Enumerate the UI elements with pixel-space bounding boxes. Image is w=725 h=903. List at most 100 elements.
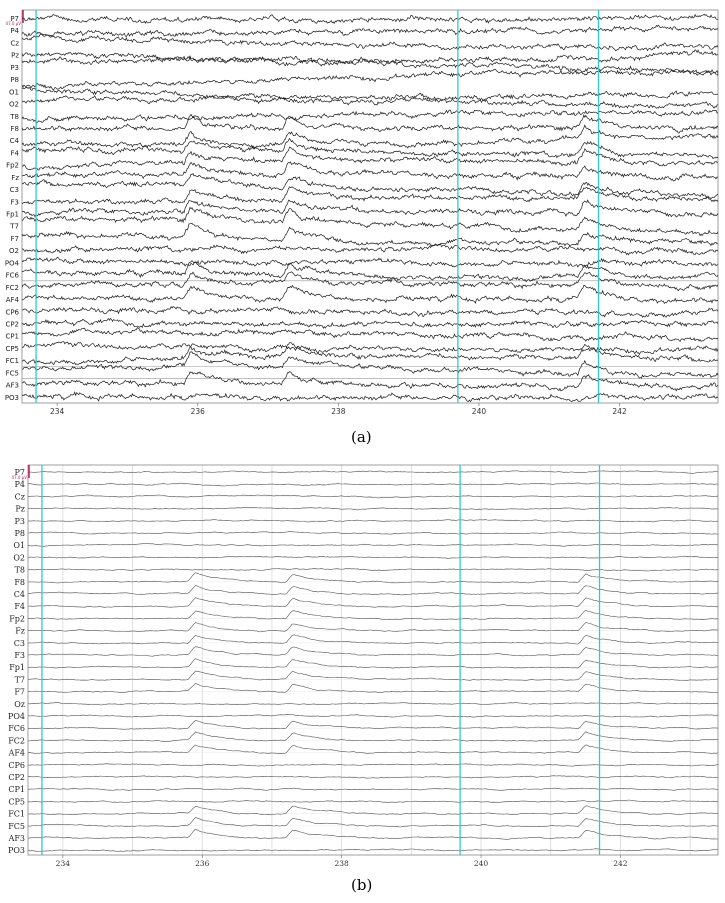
channel-label: PO3 bbox=[8, 846, 25, 855]
trace-FC5 bbox=[27, 817, 719, 828]
channel-label: PO4 bbox=[5, 259, 20, 267]
channel-label: C4 bbox=[14, 590, 25, 599]
trace-C3 bbox=[21, 173, 719, 200]
channel-label: CP2 bbox=[8, 773, 25, 782]
trace-CP1 bbox=[21, 327, 719, 342]
channel-label: T7 bbox=[15, 675, 25, 684]
trace-PO4 bbox=[27, 714, 719, 718]
channel-label: CP6 bbox=[8, 761, 25, 770]
trace-CP5 bbox=[21, 341, 719, 356]
channel-label: Fp2 bbox=[6, 162, 19, 170]
channel-label: PO4 bbox=[8, 712, 25, 721]
channel-label: O2 bbox=[13, 553, 25, 562]
plot-frame bbox=[27, 464, 719, 856]
panel-a: P7 P4 Cz Pz P3 P8 O1 O2 T8 F8 C4 F4 Fp2 Fz C3 F3 Fp1 T7 F7… bbox=[5, 9, 719, 416]
channel-label: P7 bbox=[15, 468, 25, 477]
trace-F4 bbox=[22, 137, 719, 160]
trace-T7 bbox=[21, 206, 719, 237]
channel-label: P7 bbox=[10, 15, 19, 23]
channel-label: C4 bbox=[10, 137, 20, 145]
x-tick-label: 242 bbox=[613, 859, 628, 868]
trace-P8 bbox=[21, 68, 719, 90]
trace-CP6 bbox=[21, 306, 719, 318]
panel-b-caption: (b) bbox=[351, 876, 373, 894]
channel-label: O2 bbox=[9, 101, 19, 109]
trace-Fp1 bbox=[27, 658, 718, 669]
trace-Fp2 bbox=[21, 146, 719, 171]
trace-CP1 bbox=[27, 787, 719, 791]
x-tick-label: 234 bbox=[56, 859, 71, 868]
trace-FC2 bbox=[27, 731, 719, 742]
channel-label: O1 bbox=[13, 541, 25, 550]
trace-C4 bbox=[21, 124, 719, 150]
channel-label: AF4 bbox=[6, 296, 20, 304]
panel-a-caption: (a) bbox=[351, 428, 372, 446]
channel-label: O2 bbox=[9, 247, 19, 255]
trace-Fp2 bbox=[27, 609, 719, 621]
channel-label: P4 bbox=[10, 27, 19, 35]
x-tick-label: 240 bbox=[472, 407, 487, 416]
channel-label: F8 bbox=[11, 125, 19, 133]
scale-label: 47.0 µV bbox=[12, 475, 28, 480]
channel-label: CP5 bbox=[8, 797, 25, 806]
channel-label: AF3 bbox=[8, 834, 25, 843]
channel-label: Cz bbox=[10, 39, 19, 47]
trace-P3 bbox=[27, 519, 719, 523]
channel-label: F7 bbox=[11, 235, 19, 243]
channel-label: F8 bbox=[14, 578, 25, 587]
trace-CP2 bbox=[21, 317, 719, 329]
trace-FC1 bbox=[21, 342, 719, 365]
channel-label: C3 bbox=[14, 639, 25, 648]
channel-label: F7 bbox=[14, 688, 25, 697]
trace-F3 bbox=[21, 186, 719, 205]
trace-P3 bbox=[21, 56, 719, 75]
trace-PO3 bbox=[21, 391, 719, 403]
channel-label: CP1 bbox=[8, 785, 25, 794]
trace-Oz bbox=[27, 702, 719, 706]
trace-T7 bbox=[27, 670, 719, 681]
channel-label: T8 bbox=[9, 113, 19, 121]
channel-label: CP5 bbox=[5, 345, 19, 353]
trace-F4 bbox=[27, 597, 718, 608]
channel-label: FC2 bbox=[8, 736, 25, 745]
trace-P4 bbox=[27, 482, 718, 487]
trace-O1 bbox=[27, 543, 719, 547]
plot-frame bbox=[21, 9, 719, 404]
x-tick-label: 242 bbox=[612, 407, 627, 416]
channel-label: Cz bbox=[15, 492, 25, 501]
channel-label: AF4 bbox=[8, 749, 25, 758]
channel-label: CP6 bbox=[5, 308, 19, 316]
trace-P7 bbox=[27, 470, 719, 474]
channel-label: Pz bbox=[11, 52, 19, 60]
trace-P4 bbox=[21, 24, 719, 37]
trace-P7 bbox=[21, 13, 719, 25]
trace-F8 bbox=[27, 572, 719, 584]
scale-label: 47.0 µV bbox=[6, 21, 22, 26]
channel-label: Fp2 bbox=[9, 614, 25, 623]
channel-label: P8 bbox=[10, 76, 19, 84]
channel-label: FC5 bbox=[6, 369, 19, 377]
trace-FC6 bbox=[27, 720, 719, 730]
channel-label: PO3 bbox=[5, 394, 19, 402]
channel-label: P4 bbox=[15, 480, 25, 489]
trace-O1 bbox=[21, 86, 719, 102]
channel-label: F4 bbox=[14, 602, 25, 611]
trace-AF4 bbox=[21, 284, 719, 304]
trace-CP6 bbox=[27, 763, 719, 767]
trace-Fp1 bbox=[21, 199, 719, 218]
channel-label: P8 bbox=[15, 529, 25, 538]
channel-label: P3 bbox=[15, 517, 25, 526]
trace-O2 bbox=[27, 555, 719, 559]
trace-O2 bbox=[21, 94, 719, 109]
trace-T8 bbox=[21, 109, 719, 124]
channel-label: Fp1 bbox=[6, 211, 19, 219]
channel-label: Fz bbox=[15, 627, 25, 636]
trace-AF4 bbox=[27, 744, 719, 754]
channel-label: CP2 bbox=[5, 321, 19, 329]
channel-label: Oz bbox=[14, 700, 25, 709]
trace-F7 bbox=[28, 683, 719, 694]
x-tick-label: 238 bbox=[334, 859, 349, 868]
trace-PO4 bbox=[21, 256, 719, 268]
trace-O2 bbox=[21, 244, 719, 256]
trace-P8 bbox=[27, 531, 719, 535]
